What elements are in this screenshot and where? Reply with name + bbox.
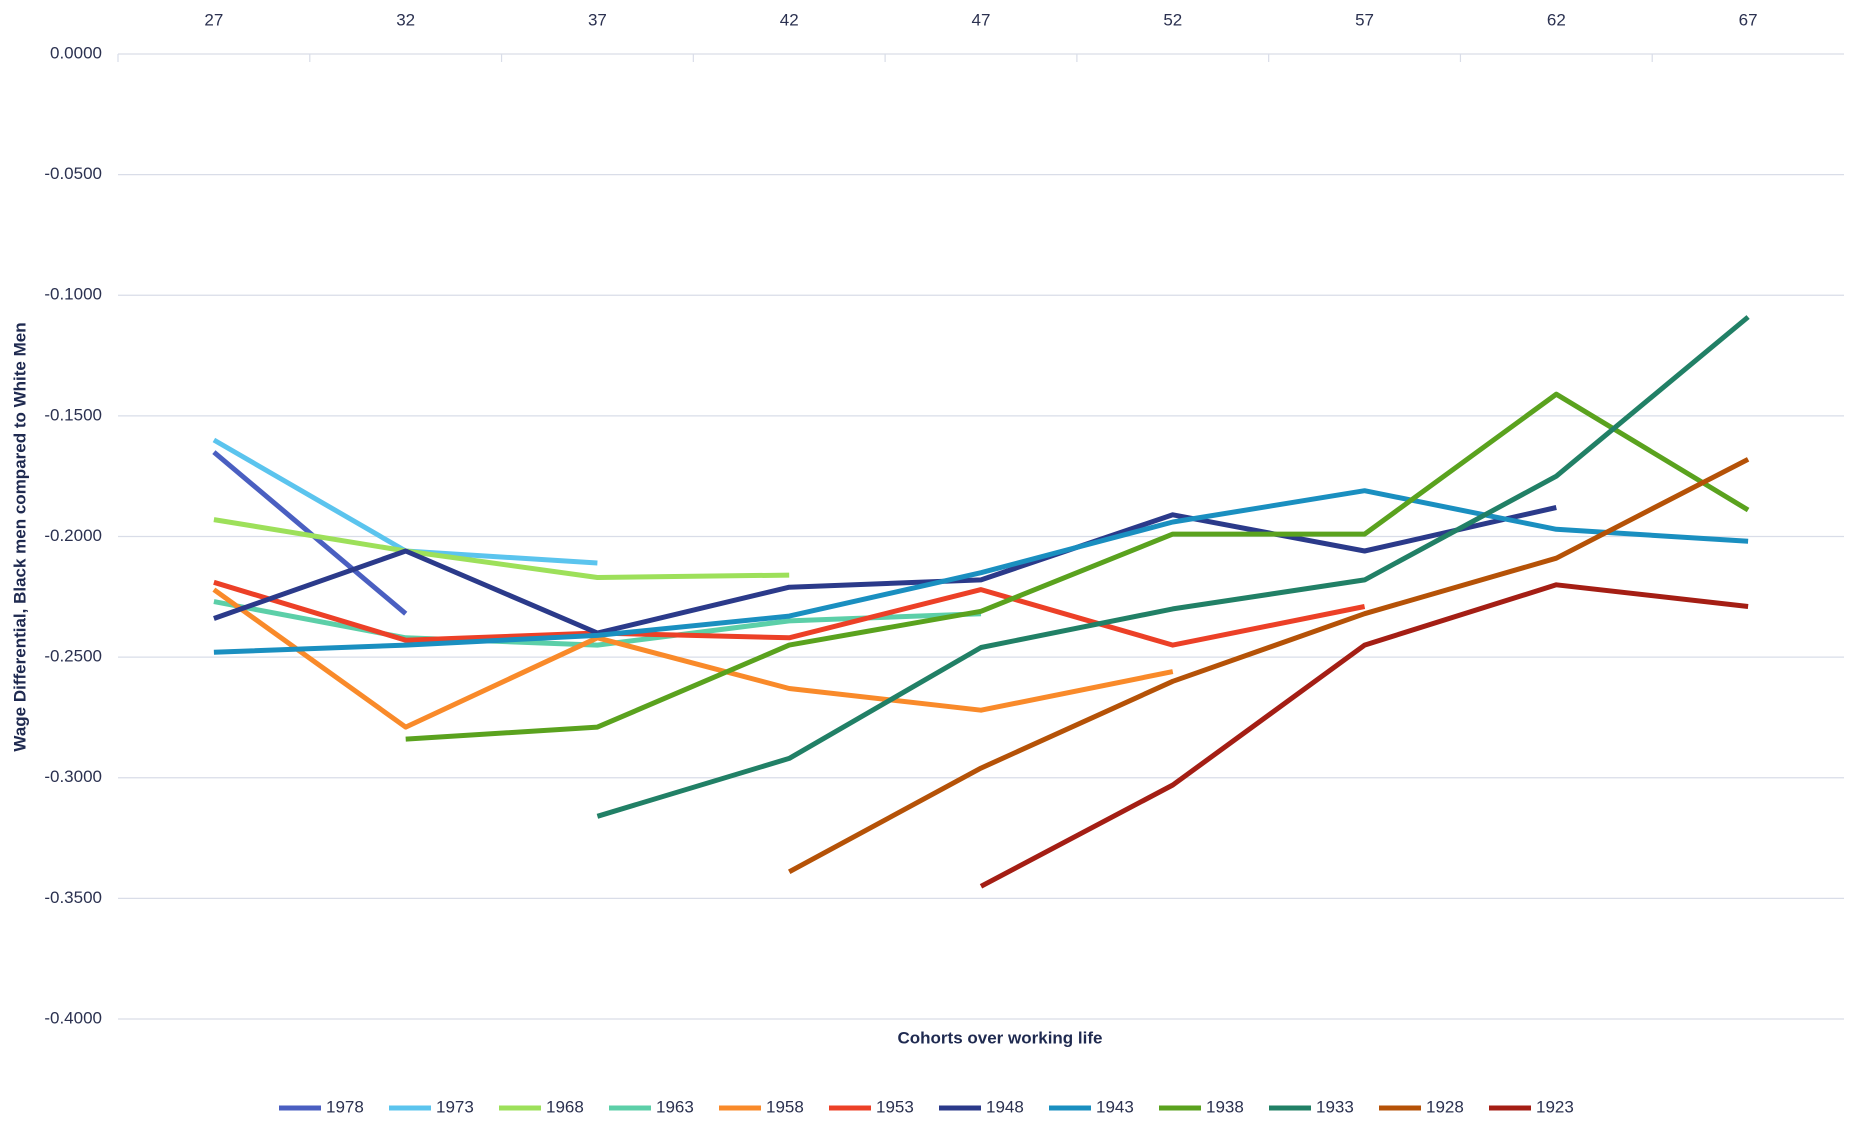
y-tick-label: -0.1000 <box>44 285 102 304</box>
y-tick-label: -0.2500 <box>44 647 102 666</box>
x-tick-label: 57 <box>1355 10 1374 29</box>
series-line <box>213 579 1366 648</box>
y-tick-label: -0.2000 <box>44 526 102 545</box>
x-tick-label: 47 <box>972 10 991 29</box>
series-line <box>405 391 1750 742</box>
series-line <box>596 315 1750 819</box>
x-tick-label: 67 <box>1739 10 1758 29</box>
y-axis-title: Wage Differential, Black men compared to… <box>10 322 29 751</box>
series-line <box>213 488 1749 655</box>
x-tick-label: 42 <box>780 10 799 29</box>
x-tick-label: 32 <box>396 10 415 29</box>
series-line <box>213 599 982 648</box>
legend-label: 1938 <box>1206 1097 1244 1116</box>
legend-label: 1978 <box>326 1097 364 1116</box>
legend-label: 1963 <box>656 1097 694 1116</box>
legend-label: 1948 <box>986 1097 1024 1116</box>
x-tick-label: 62 <box>1547 10 1566 29</box>
legend-label: 1968 <box>546 1097 584 1116</box>
x-tick-label: 52 <box>1163 10 1182 29</box>
series-line <box>213 505 1557 636</box>
series-line <box>212 587 1174 730</box>
x-tick-label: 37 <box>588 10 607 29</box>
legend-label: 1953 <box>876 1097 914 1116</box>
y-tick-label: 0.0000 <box>50 43 102 62</box>
legend-label: 1958 <box>766 1097 804 1116</box>
legend-label: 1943 <box>1096 1097 1134 1116</box>
legend-label: 1928 <box>1426 1097 1464 1116</box>
legend-label: 1973 <box>436 1097 474 1116</box>
x-axis-title: Cohorts over working life <box>898 1028 1103 1047</box>
y-tick-label: -0.3000 <box>44 767 102 786</box>
y-tick-label: -0.4000 <box>44 1008 102 1027</box>
series-line <box>788 457 1750 874</box>
legend-label: 1923 <box>1536 1097 1574 1116</box>
series-line <box>979 582 1749 889</box>
y-tick-label: -0.3500 <box>44 888 102 907</box>
x-tick-label: 27 <box>204 10 223 29</box>
y-tick-label: -0.0500 <box>44 164 102 183</box>
legend-label: 1933 <box>1316 1097 1354 1116</box>
y-tick-label: -0.1500 <box>44 405 102 424</box>
series-line <box>213 517 790 580</box>
